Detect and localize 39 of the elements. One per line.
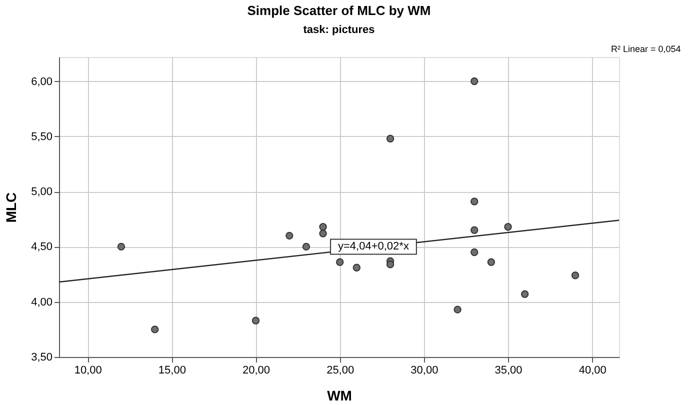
point — [386, 134, 394, 142]
point — [386, 260, 394, 268]
x-tick-label: 40,00 — [578, 364, 606, 376]
x-tick-label: 15,00 — [158, 364, 186, 376]
y-tick-label: 4,50 — [31, 241, 52, 254]
point — [319, 223, 327, 231]
point — [504, 223, 512, 231]
point — [302, 242, 310, 251]
y-tick-label: 5,00 — [31, 186, 52, 198]
point — [470, 248, 478, 256]
point — [352, 264, 361, 272]
y-tick-label: 6,00 — [31, 76, 52, 88]
text: R² Linear = 0,054 — [611, 44, 681, 54]
chart-subtitle: task: pictures — [303, 24, 375, 36]
point — [151, 326, 159, 334]
point — [454, 306, 462, 314]
y-tick-label: 3,50 — [31, 352, 52, 364]
point — [319, 230, 327, 238]
y-axis-title: MLC — [3, 192, 20, 223]
point — [470, 198, 478, 206]
x-tick-label: 30,00 — [410, 364, 438, 376]
point — [336, 258, 344, 266]
x-tick-label: 25,00 — [326, 364, 354, 376]
point — [286, 232, 294, 240]
point — [117, 242, 126, 251]
x-tick-label: 10,00 — [74, 364, 102, 376]
point — [470, 77, 478, 86]
point — [571, 272, 580, 280]
y-tick-label: 4,00 — [31, 296, 52, 308]
point — [252, 316, 260, 324]
x-axis-title: WM — [327, 388, 352, 404]
chart-title: Simple Scatter of MLC by WM — [247, 3, 431, 18]
x-tick-label: 35,00 — [494, 364, 522, 376]
annotation: y=4,04+0,02*x — [338, 240, 410, 253]
point — [520, 290, 529, 298]
point — [470, 226, 478, 234]
x-tick-label: 20,00 — [242, 364, 270, 376]
point — [487, 258, 496, 266]
y-tick-label: 5,50 — [31, 130, 52, 143]
